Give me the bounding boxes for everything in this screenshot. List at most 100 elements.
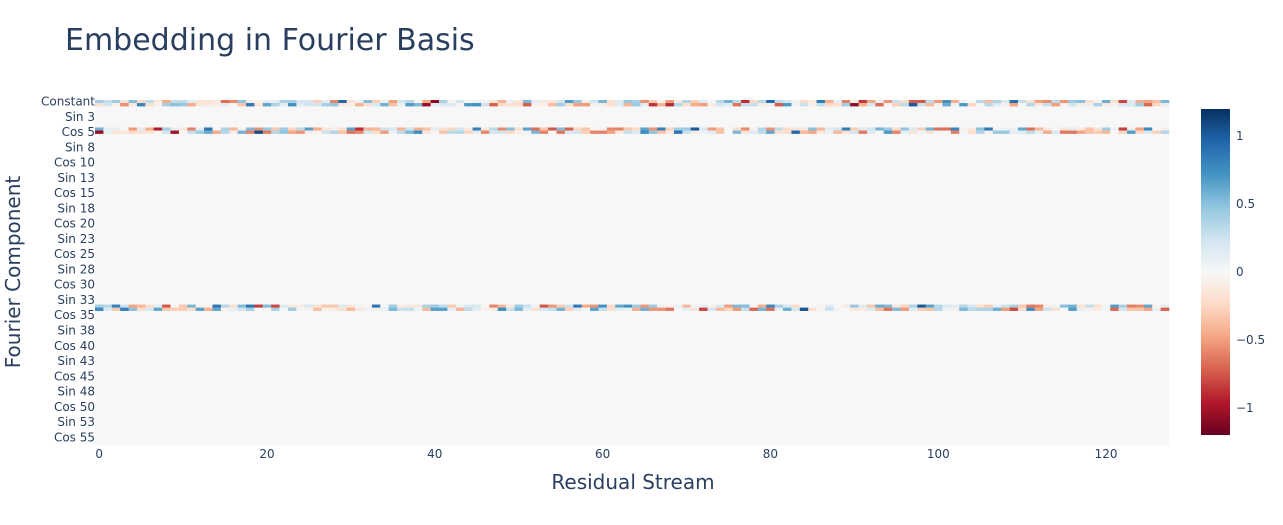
heatmap-cell bbox=[950, 307, 960, 311]
heatmap-cell bbox=[657, 100, 666, 104]
heatmap-cell bbox=[103, 100, 113, 104]
heatmap-cell bbox=[329, 103, 339, 107]
heatmap-cell bbox=[808, 100, 817, 104]
y-tick-label: Sin 43 bbox=[57, 354, 95, 368]
heatmap-cell bbox=[1093, 307, 1103, 311]
heatmap-cell bbox=[413, 100, 423, 104]
heatmap-cell bbox=[447, 103, 457, 107]
heatmap-cell bbox=[841, 307, 851, 311]
heatmap-cell bbox=[363, 100, 373, 104]
heatmap-cell bbox=[1135, 103, 1145, 107]
heatmap-cell bbox=[95, 304, 104, 308]
heatmap-cell bbox=[136, 304, 146, 308]
heatmap-cell bbox=[699, 127, 708, 131]
heatmap-cell bbox=[573, 100, 582, 104]
heatmap-cell bbox=[623, 130, 633, 134]
heatmap-cell bbox=[1101, 100, 1111, 104]
heatmap-cell bbox=[170, 100, 180, 104]
heatmap-cell bbox=[1076, 307, 1086, 311]
heatmap-cell bbox=[254, 100, 264, 104]
heatmap-cell bbox=[774, 127, 784, 131]
heatmap-cell bbox=[1110, 307, 1119, 311]
heatmap-cell bbox=[254, 103, 264, 107]
heatmap-cell bbox=[304, 127, 314, 131]
heatmap-cell bbox=[1160, 100, 1170, 104]
heatmap-cell bbox=[296, 130, 306, 134]
heatmap-cell bbox=[757, 103, 767, 107]
heatmap-cell bbox=[111, 130, 121, 134]
heatmap-cell bbox=[170, 130, 180, 134]
heatmap-cell bbox=[564, 103, 574, 107]
heatmap-cell bbox=[405, 127, 415, 131]
heatmap-cell bbox=[707, 103, 717, 107]
heatmap-cell bbox=[153, 130, 163, 134]
heatmap-cell bbox=[472, 304, 482, 308]
heatmap-cell bbox=[145, 103, 155, 107]
y-tick-label: Sin 3 bbox=[65, 110, 95, 124]
heatmap-cell bbox=[606, 304, 616, 308]
heatmap-cell bbox=[682, 100, 692, 104]
heatmap-cell bbox=[615, 130, 624, 134]
heatmap-cell bbox=[321, 103, 331, 107]
heatmap-cell bbox=[791, 103, 801, 107]
heatmap-cell bbox=[237, 127, 247, 131]
heatmap-cell bbox=[992, 127, 1002, 131]
heatmap-cell bbox=[304, 304, 314, 308]
heatmap-cell bbox=[531, 304, 540, 308]
x-axis-ticks: 0 20 40 60 80 100 120 bbox=[95, 447, 1117, 461]
heatmap-cell bbox=[841, 304, 851, 308]
heatmap-cell bbox=[673, 100, 683, 104]
heatmap-cell bbox=[439, 304, 448, 308]
heatmap-cell bbox=[522, 103, 532, 107]
heatmap-cell bbox=[950, 103, 960, 107]
heatmap-cell bbox=[439, 103, 448, 107]
heatmap-cell bbox=[1059, 304, 1069, 308]
heatmap-cell bbox=[321, 307, 331, 311]
colorbar-tick-label: 0 bbox=[1236, 265, 1244, 279]
heatmap-cell bbox=[103, 304, 113, 308]
heatmap-cell bbox=[925, 304, 935, 308]
heatmap-cell bbox=[472, 100, 482, 104]
heatmap-cell bbox=[1076, 304, 1086, 308]
heatmap-cell bbox=[724, 103, 733, 107]
heatmap-cell bbox=[808, 127, 817, 131]
heatmap-cell bbox=[271, 307, 280, 311]
heatmap-cell bbox=[204, 130, 213, 134]
heatmap-cell bbox=[397, 307, 406, 311]
heatmap-cell bbox=[883, 127, 893, 131]
heatmap-cell bbox=[724, 127, 733, 131]
heatmap-cell bbox=[665, 103, 675, 107]
heatmap-cell bbox=[1110, 130, 1119, 134]
heatmap-cell bbox=[153, 103, 163, 107]
heatmap-cell bbox=[304, 103, 314, 107]
heatmap-cell bbox=[858, 127, 868, 131]
heatmap-cell bbox=[799, 127, 809, 131]
heatmap-cell bbox=[95, 103, 104, 107]
heatmap-cell bbox=[673, 307, 683, 311]
heatmap-cell bbox=[564, 307, 574, 311]
heatmap-cell bbox=[749, 307, 759, 311]
heatmap-cell bbox=[153, 127, 163, 131]
heatmap-cell bbox=[942, 130, 952, 134]
heatmap-cell bbox=[908, 127, 918, 131]
heatmap-cell bbox=[892, 127, 901, 131]
heatmap-cell bbox=[715, 304, 725, 308]
heatmap-cell bbox=[187, 304, 196, 308]
heatmap-cell bbox=[858, 130, 868, 134]
heatmap-cell bbox=[103, 307, 113, 311]
heatmap-cell bbox=[732, 130, 742, 134]
heatmap-cell bbox=[632, 100, 641, 104]
heatmap-cell bbox=[900, 100, 910, 104]
heatmap-cell bbox=[866, 100, 876, 104]
heatmap-cell bbox=[103, 127, 113, 131]
heatmap-cell bbox=[573, 130, 582, 134]
heatmap-cell bbox=[346, 130, 356, 134]
heatmap-cell bbox=[329, 307, 339, 311]
heatmap-cell bbox=[799, 130, 809, 134]
heatmap-cell bbox=[690, 100, 700, 104]
heatmap-cell bbox=[279, 100, 289, 104]
y-tick-label: Cos 10 bbox=[54, 156, 95, 170]
heatmap-cell bbox=[472, 130, 482, 134]
heatmap-cell bbox=[363, 130, 373, 134]
heatmap-cell bbox=[212, 304, 222, 308]
